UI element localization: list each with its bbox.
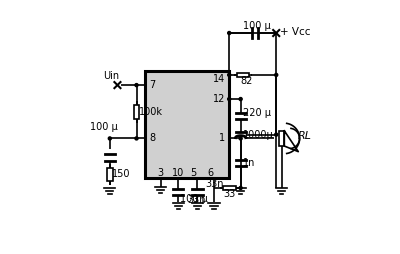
Text: + Vcc: + Vcc [280,27,310,37]
Text: 82: 82 [240,76,252,86]
Text: 1000µ: 1000µ [243,130,274,140]
Circle shape [239,137,242,140]
Text: 100 µ: 100 µ [90,122,117,132]
Circle shape [228,98,231,101]
Bar [237,73,249,77]
Circle shape [135,137,138,140]
Text: 5: 5 [190,168,196,178]
Text: 14: 14 [213,74,226,84]
Text: 1: 1 [219,133,226,144]
Text: RL: RL [298,131,312,141]
Text: 150: 150 [112,169,130,180]
Text: 100k: 100k [138,107,162,117]
Text: 12: 12 [213,94,226,104]
Bar [145,71,229,178]
Text: 100 µ: 100 µ [180,194,208,204]
Circle shape [135,84,138,87]
Bar [134,105,139,119]
Text: 33n: 33n [188,195,206,205]
Text: 33: 33 [224,189,236,199]
Text: 8: 8 [149,133,155,144]
Circle shape [228,73,231,76]
Polygon shape [284,131,298,152]
Text: 220 µ: 220 µ [243,107,271,118]
Bar [107,168,113,181]
Circle shape [239,98,242,101]
Bar [279,131,284,146]
Text: 33n: 33n [205,179,224,189]
Text: 7: 7 [149,80,156,90]
Text: 1n: 1n [243,158,255,168]
Text: 3: 3 [157,168,163,178]
Circle shape [275,73,278,76]
Text: 100 µ: 100 µ [243,21,271,31]
Circle shape [239,186,242,189]
Text: Uin: Uin [103,71,119,81]
Circle shape [228,31,231,35]
Circle shape [275,133,278,136]
Text: 10: 10 [172,168,184,178]
Text: 6: 6 [208,168,214,178]
Bar [224,186,236,190]
Circle shape [108,137,111,140]
